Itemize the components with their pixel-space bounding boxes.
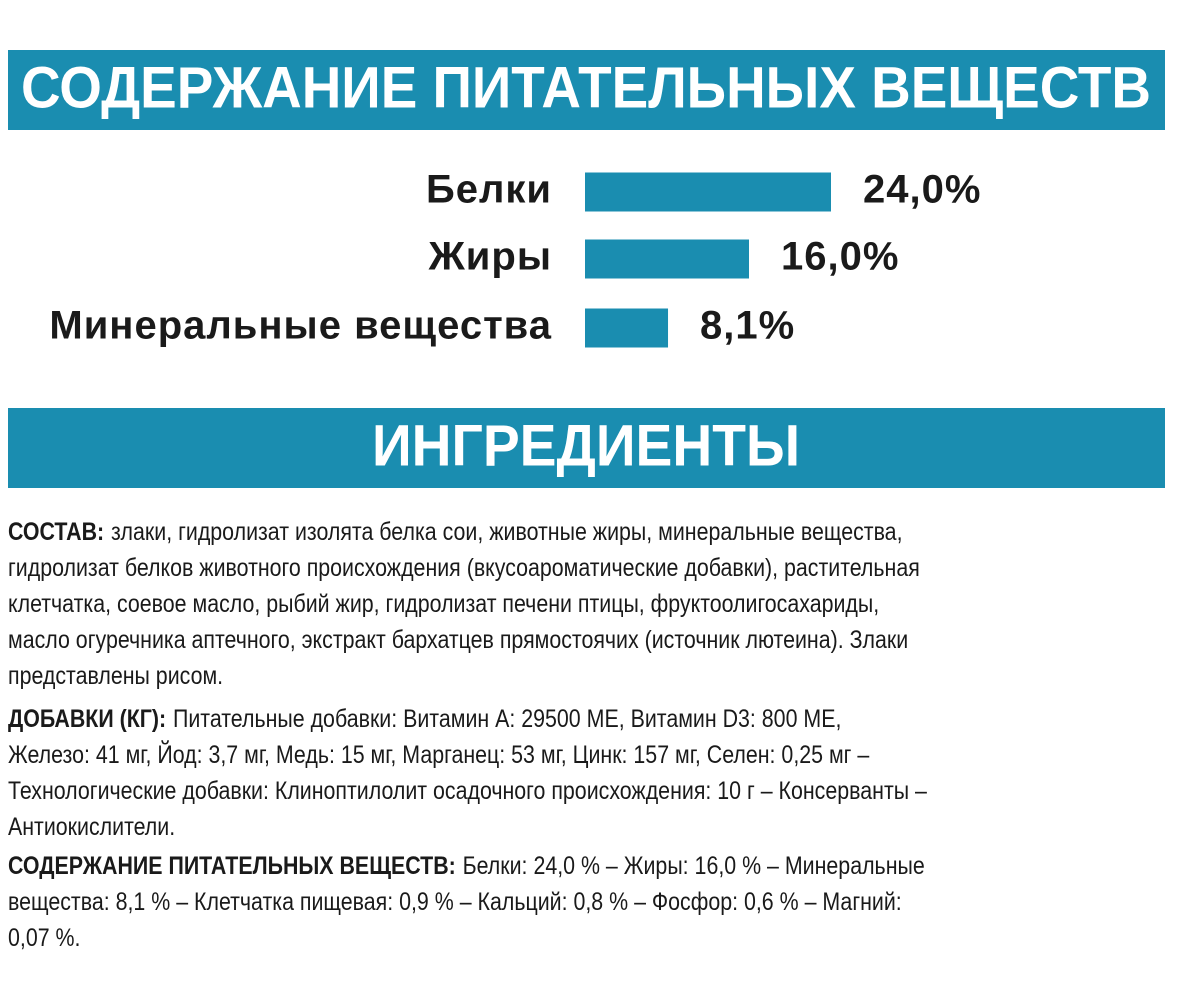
text-line: ДОБАВКИ (КГ): Питательные добавки: Витами… <box>8 701 1171 737</box>
paragraph-text: Белки: 24,0 % – Жиры: 16,0 % – Минеральн… <box>462 852 925 880</box>
text-line: Технологические добавки: Клиноптилолит о… <box>8 773 1171 809</box>
paragraph-text: Питательные добавки: Витамин A: 29500 МЕ… <box>172 705 842 733</box>
text-line: клетчатка, соевое масло, рыбий жир, гидр… <box>8 586 1171 622</box>
chart-title: СОДЕРЖАНИЕ ПИТАТЕЛЬНЫХ ВЕЩЕСТВ <box>21 55 1151 120</box>
text-line: 0,07 %. <box>8 920 1171 956</box>
text-line: представлены рисом. <box>8 658 1171 694</box>
value-label: 24,0% <box>863 168 981 212</box>
text-line: гидролизат белков животного происхождени… <box>8 550 1171 586</box>
paragraph-text: Антиокислители. <box>8 813 176 841</box>
ingredients-band <box>8 408 1165 488</box>
paragraph-text: клетчатка, соевое масло, рыбий жир, гидр… <box>8 590 880 618</box>
paragraph-text: 0,07 %. <box>8 924 81 952</box>
bar <box>585 308 669 348</box>
paragraph: ДОБАВКИ (КГ): Питательные добавки: Витами… <box>8 701 1171 845</box>
paragraph-text: Железо: 41 мг, Йод: 3,7 мг, Медь: 15 мг,… <box>8 741 870 769</box>
paragraph-text: масло огуречника аптечного, экстракт бар… <box>8 626 909 654</box>
paragraph: СОДЕРЖАНИЕ ПИТАТЕЛЬНЫХ ВЕЩЕСТВ: Белки: 24… <box>8 848 1171 956</box>
bar <box>585 172 831 212</box>
paragraph-label: СОДЕРЖАНИЕ ПИТАТЕЛЬНЫХ ВЕЩЕСТВ: <box>8 852 456 880</box>
value-label: 8,1% <box>700 304 795 348</box>
paragraph-label: ДОБАВКИ (КГ): <box>8 705 167 733</box>
paragraph-text: Технологические добавки: Клиноптилолит о… <box>8 777 927 805</box>
bar <box>585 239 749 279</box>
paragraph-label: СОСТАВ: <box>8 518 105 546</box>
category-label: Белки <box>426 168 552 212</box>
text-line: масло огуречника аптечного, экстракт бар… <box>8 622 1171 658</box>
paragraph: СОСТАВ: злаки, гидролизат изолята белка с… <box>8 514 1171 694</box>
text-line: СОСТАВ: злаки, гидролизат изолята белка с… <box>8 514 1171 550</box>
text-line: СОДЕРЖАНИЕ ПИТАТЕЛЬНЫХ ВЕЩЕСТВ: Белки: 24… <box>8 848 1171 884</box>
text-line: вещества: 8,1 % – Клетчатка пищевая: 0,9… <box>8 884 1171 920</box>
category-label: Жиры <box>428 235 552 279</box>
category-label: Минеральные вещества <box>49 304 552 348</box>
text-line: Железо: 41 мг, Йод: 3,7 мг, Медь: 15 мг,… <box>8 737 1171 773</box>
paragraph-text: представлены рисом. <box>8 662 224 690</box>
title-band <box>8 50 1165 130</box>
text-line: Антиокислители. <box>8 809 1171 845</box>
value-label: 16,0% <box>781 235 899 279</box>
paragraph-text: злаки, гидролизат изолята белка сои, жив… <box>110 518 903 546</box>
paragraph-text: вещества: 8,1 % – Клетчатка пищевая: 0,9… <box>8 888 902 916</box>
ingredients-title: ИНГРЕДИЕНТЫ <box>372 413 800 478</box>
paragraph-text: гидролизат белков животного происхождени… <box>8 554 920 582</box>
